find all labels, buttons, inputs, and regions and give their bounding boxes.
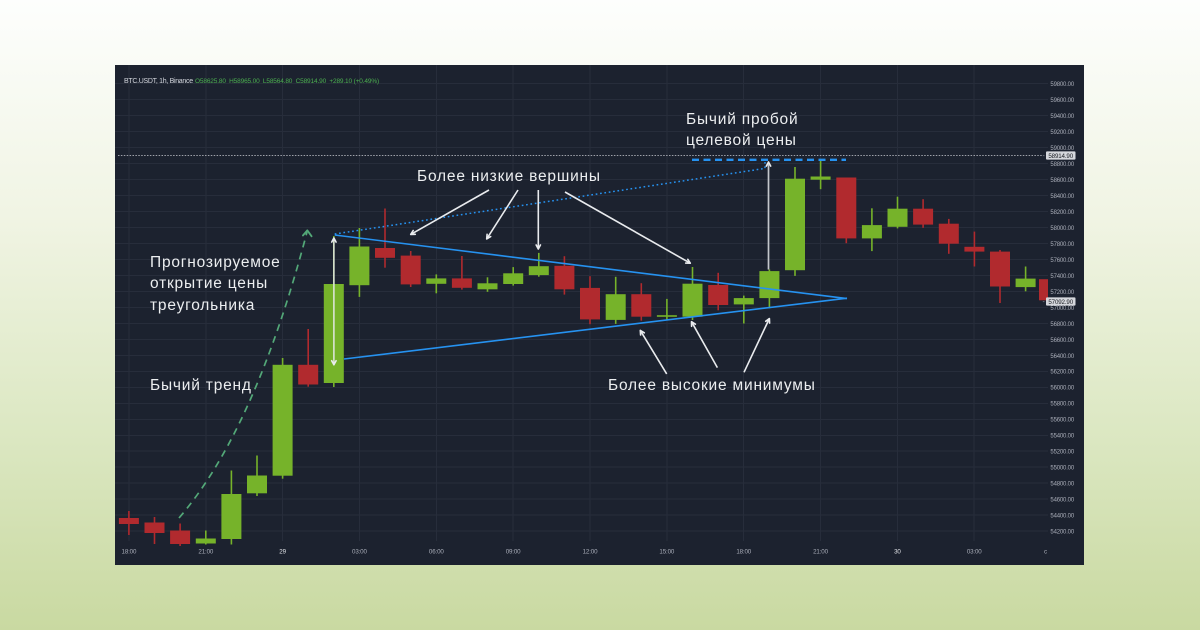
svg-text:56400.00: 56400.00 <box>1050 354 1074 360</box>
svg-text:58600.00: 58600.00 <box>1050 178 1074 184</box>
svg-text:12:00: 12:00 <box>583 548 598 555</box>
svg-text:56600.00: 56600.00 <box>1050 338 1074 344</box>
svg-text:54600.00: 54600.00 <box>1050 498 1074 504</box>
svg-text:03:00: 03:00 <box>352 548 367 555</box>
svg-text:57092.90: 57092.90 <box>1048 299 1073 306</box>
svg-text:55600.00: 55600.00 <box>1050 418 1074 424</box>
svg-text:57000.00: 57000.00 <box>1050 306 1074 312</box>
svg-text:03:00: 03:00 <box>967 548 982 555</box>
svg-text:21:00: 21:00 <box>198 548 213 555</box>
svg-text:29: 29 <box>279 548 286 555</box>
svg-text:55000.00: 55000.00 <box>1050 466 1074 472</box>
svg-text:58800.00: 58800.00 <box>1050 162 1074 168</box>
svg-text:58914.90: 58914.90 <box>1048 153 1073 160</box>
svg-text:59600.00: 59600.00 <box>1050 98 1074 104</box>
svg-text:59400.00: 59400.00 <box>1050 114 1074 120</box>
svg-text:54200.00: 54200.00 <box>1050 530 1074 536</box>
svg-text:54400.00: 54400.00 <box>1050 514 1074 520</box>
svg-text:56800.00: 56800.00 <box>1050 322 1074 328</box>
svg-text:O58625.80 H58965.00 L58564.8: O58625.80 H58965.00 L58564.80 C58914.90 … <box>195 78 379 85</box>
svg-text:55800.00: 55800.00 <box>1050 402 1074 408</box>
svg-text:57200.00: 57200.00 <box>1050 290 1074 296</box>
svg-text:15:00: 15:00 <box>659 548 674 555</box>
svg-text:06:00: 06:00 <box>429 548 444 555</box>
svg-text:58400.00: 58400.00 <box>1050 194 1074 200</box>
svg-text:58000.00: 58000.00 <box>1050 226 1074 232</box>
svg-text:54800.00: 54800.00 <box>1050 482 1074 488</box>
svg-text:57800.00: 57800.00 <box>1050 242 1074 248</box>
svg-text:BTC.USDT, 1h, Binance: BTC.USDT, 1h, Binance <box>124 78 193 85</box>
svg-text:57600.00: 57600.00 <box>1050 258 1074 264</box>
svg-text:55200.00: 55200.00 <box>1050 450 1074 456</box>
svg-text:-: - <box>1043 152 1045 159</box>
svg-text:57400.00: 57400.00 <box>1050 274 1074 280</box>
svg-text:-: - <box>1043 298 1045 305</box>
svg-text:59000.00: 59000.00 <box>1050 146 1074 152</box>
svg-text:09:00: 09:00 <box>506 548 521 555</box>
svg-text:18:00: 18:00 <box>736 548 751 555</box>
svg-text:55400.00: 55400.00 <box>1050 434 1074 440</box>
svg-text:59800.00: 59800.00 <box>1050 82 1074 88</box>
svg-text:56000.00: 56000.00 <box>1050 386 1074 392</box>
svg-text:59200.00: 59200.00 <box>1050 130 1074 136</box>
svg-text:58200.00: 58200.00 <box>1050 210 1074 216</box>
svg-text:30: 30 <box>894 548 901 555</box>
svg-text:c: c <box>1044 548 1047 555</box>
svg-text:18:00: 18:00 <box>122 548 137 555</box>
svg-text:21:00: 21:00 <box>813 548 828 555</box>
svg-text:56200.00: 56200.00 <box>1050 370 1074 376</box>
